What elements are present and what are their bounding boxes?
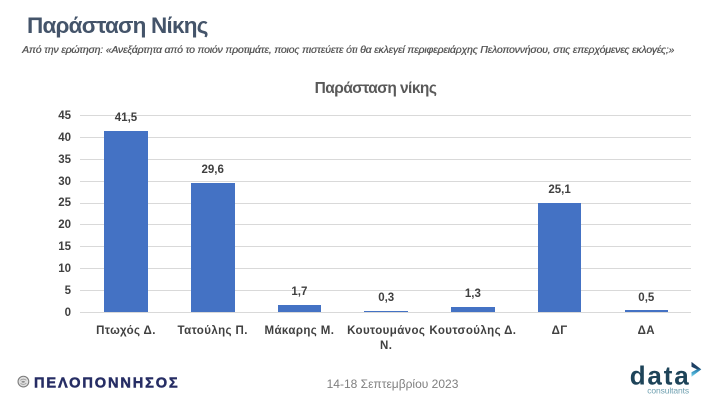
svg-text:consultants: consultants (647, 386, 689, 396)
svg-text:ΠΕΛΟΠΟΝΝΗΣΟΣ: ΠΕΛΟΠΟΝΝΗΣΟΣ (34, 375, 180, 391)
svg-text:data: data (630, 361, 691, 391)
